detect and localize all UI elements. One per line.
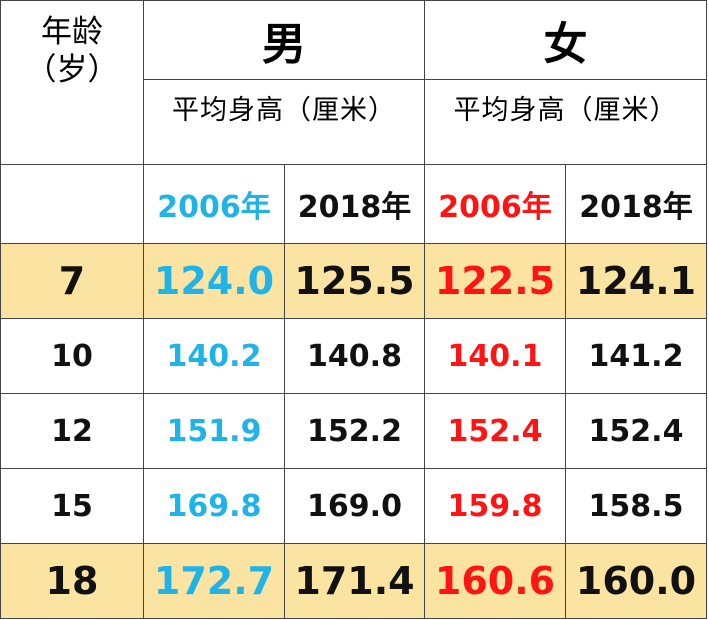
year-header-male-2006: 2006年	[143, 164, 285, 244]
male-header: 男	[143, 0, 425, 80]
female-2006-cell: 122.5	[424, 243, 566, 319]
male-2018-cell: 125.5	[284, 243, 425, 319]
table-row: 10 140.2 140.8 140.1 141.2	[0, 318, 707, 394]
age-header: 年龄 （岁）	[0, 0, 144, 165]
female-2006-cell: 159.8	[424, 468, 566, 544]
male-2006-cell: 172.7	[143, 543, 285, 619]
age-header-line1: 年龄	[41, 14, 103, 50]
age-cell: 7	[0, 243, 144, 319]
header-row-years: 2006年 2018年 2006年 2018年	[0, 164, 707, 244]
female-2006-cell: 140.1	[424, 318, 566, 394]
male-2018-cell: 171.4	[284, 543, 425, 619]
male-2018-cell: 169.0	[284, 468, 425, 544]
female-2006-cell: 152.4	[424, 393, 566, 469]
female-2018-cell: 158.5	[565, 468, 707, 544]
female-header: 女	[424, 0, 707, 80]
table-row: 12 151.9 152.2 152.4 152.4	[0, 393, 707, 469]
table-row: 15 169.8 169.0 159.8 158.5	[0, 468, 707, 544]
header-row-sub: 平均身高（厘米） 平均身高（厘米）	[1, 79, 707, 165]
year-header-female-2018: 2018年	[565, 164, 707, 244]
male-2006-cell: 169.8	[143, 468, 285, 544]
female-2018-cell: 141.2	[565, 318, 707, 394]
male-2018-cell: 140.8	[284, 318, 425, 394]
male-2006-cell: 140.2	[143, 318, 285, 394]
female-2018-cell: 160.0	[565, 543, 707, 619]
age-header-line2: （岁）	[25, 52, 119, 88]
header-row-sex: 年龄 （岁） 男 女	[0, 0, 707, 165]
age-cell: 12	[0, 393, 144, 469]
female-2018-cell: 124.1	[565, 243, 707, 319]
female-2018-cell: 152.4	[565, 393, 707, 469]
male-2006-cell: 151.9	[143, 393, 285, 469]
male-subheader: 平均身高（厘米）	[143, 79, 425, 165]
age-cell: 15	[0, 468, 144, 544]
male-2018-cell: 152.2	[284, 393, 425, 469]
age-cell: 18	[0, 543, 144, 619]
female-subheader: 平均身高（厘米）	[424, 79, 707, 165]
year-header-female-2006: 2006年	[424, 164, 566, 244]
table-row: 7 124.0 125.5 122.5 124.1	[0, 243, 707, 319]
year-header-empty	[0, 164, 144, 244]
age-cell: 10	[0, 318, 144, 394]
female-2006-cell: 160.6	[424, 543, 566, 619]
male-2006-cell: 124.0	[143, 243, 285, 319]
year-header-male-2018: 2018年	[284, 164, 425, 244]
table-row: 18 172.7 171.4 160.6 160.0	[0, 543, 707, 619]
